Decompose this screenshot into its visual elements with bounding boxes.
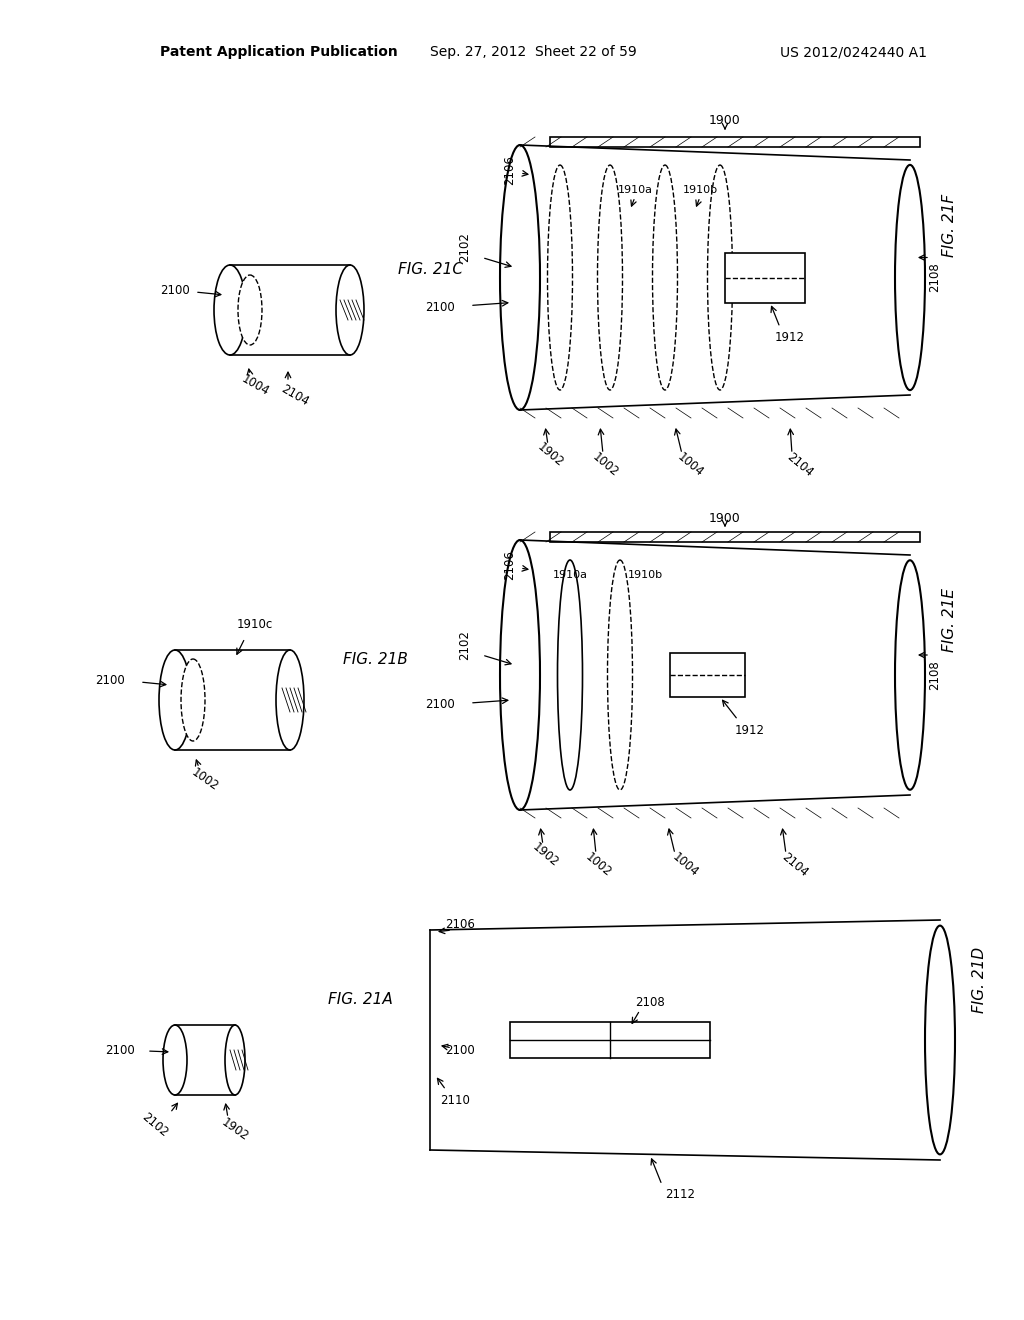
Text: 1902: 1902 — [219, 1117, 251, 1144]
Text: 2102: 2102 — [459, 630, 471, 660]
Ellipse shape — [895, 165, 925, 391]
Text: FIG. 21F: FIG. 21F — [942, 194, 957, 256]
Bar — [550, 137, 920, 147]
Text: 1912: 1912 — [775, 331, 805, 345]
Text: US 2012/0242440 A1: US 2012/0242440 A1 — [780, 45, 927, 59]
Ellipse shape — [652, 165, 678, 389]
Ellipse shape — [163, 1026, 187, 1096]
Text: 1900: 1900 — [710, 114, 741, 127]
Ellipse shape — [548, 165, 572, 389]
Text: 1910a: 1910a — [553, 570, 588, 579]
Text: FIG. 21A: FIG. 21A — [328, 993, 392, 1007]
Text: 2104: 2104 — [279, 381, 311, 408]
Text: 1900: 1900 — [710, 511, 741, 524]
Text: 2100: 2100 — [160, 284, 189, 297]
Bar — [670, 653, 745, 697]
Text: FIG. 21D: FIG. 21D — [973, 946, 987, 1012]
Text: 2110: 2110 — [440, 1093, 470, 1106]
Text: 1912: 1912 — [735, 723, 765, 737]
Ellipse shape — [238, 275, 262, 345]
Text: 2106: 2106 — [504, 550, 516, 579]
Text: 2108: 2108 — [635, 995, 665, 1008]
Text: 1002: 1002 — [583, 850, 613, 879]
Text: 1902: 1902 — [529, 841, 560, 870]
Bar — [550, 532, 920, 543]
Text: 1910c: 1910c — [237, 619, 273, 631]
Text: FIG. 21C: FIG. 21C — [397, 263, 463, 277]
Text: 2102: 2102 — [459, 232, 471, 263]
Text: 2112: 2112 — [665, 1188, 695, 1201]
Bar — [510, 1022, 710, 1059]
Ellipse shape — [597, 165, 623, 389]
Text: 1004: 1004 — [675, 450, 706, 479]
Text: 2100: 2100 — [445, 1044, 475, 1056]
Ellipse shape — [159, 649, 191, 750]
Text: Patent Application Publication: Patent Application Publication — [160, 45, 397, 59]
Ellipse shape — [336, 265, 364, 355]
Ellipse shape — [276, 649, 304, 750]
Ellipse shape — [181, 659, 205, 741]
Text: 2100: 2100 — [425, 301, 455, 314]
Text: 2102: 2102 — [139, 1110, 171, 1139]
Text: 2108: 2108 — [929, 263, 941, 292]
Text: Sep. 27, 2012  Sheet 22 of 59: Sep. 27, 2012 Sheet 22 of 59 — [430, 45, 637, 59]
Text: 2108: 2108 — [929, 660, 941, 690]
Ellipse shape — [214, 265, 246, 355]
Text: 2104: 2104 — [779, 850, 811, 879]
Text: 1002: 1002 — [189, 766, 221, 793]
Text: 1002: 1002 — [590, 450, 621, 479]
Text: 2104: 2104 — [784, 450, 816, 479]
Text: 1910a: 1910a — [617, 185, 652, 195]
Text: 2106: 2106 — [445, 919, 475, 932]
Text: 1004: 1004 — [239, 372, 271, 399]
Ellipse shape — [557, 560, 583, 789]
Ellipse shape — [708, 165, 732, 389]
Text: 1910b: 1910b — [682, 185, 718, 195]
Text: 1902: 1902 — [535, 441, 565, 470]
Text: 2100: 2100 — [105, 1044, 135, 1056]
Ellipse shape — [225, 1026, 245, 1096]
Ellipse shape — [925, 925, 955, 1155]
Text: FIG. 21B: FIG. 21B — [343, 652, 408, 668]
Text: 2106: 2106 — [504, 154, 516, 185]
Text: 1910b: 1910b — [628, 570, 663, 579]
Text: FIG. 21E: FIG. 21E — [942, 587, 957, 652]
Text: 2100: 2100 — [95, 673, 125, 686]
Text: 2100: 2100 — [425, 698, 455, 711]
Ellipse shape — [500, 145, 540, 411]
Bar — [725, 252, 805, 302]
Ellipse shape — [500, 540, 540, 810]
Ellipse shape — [607, 560, 633, 789]
Text: 1004: 1004 — [670, 850, 700, 879]
Ellipse shape — [895, 560, 925, 789]
